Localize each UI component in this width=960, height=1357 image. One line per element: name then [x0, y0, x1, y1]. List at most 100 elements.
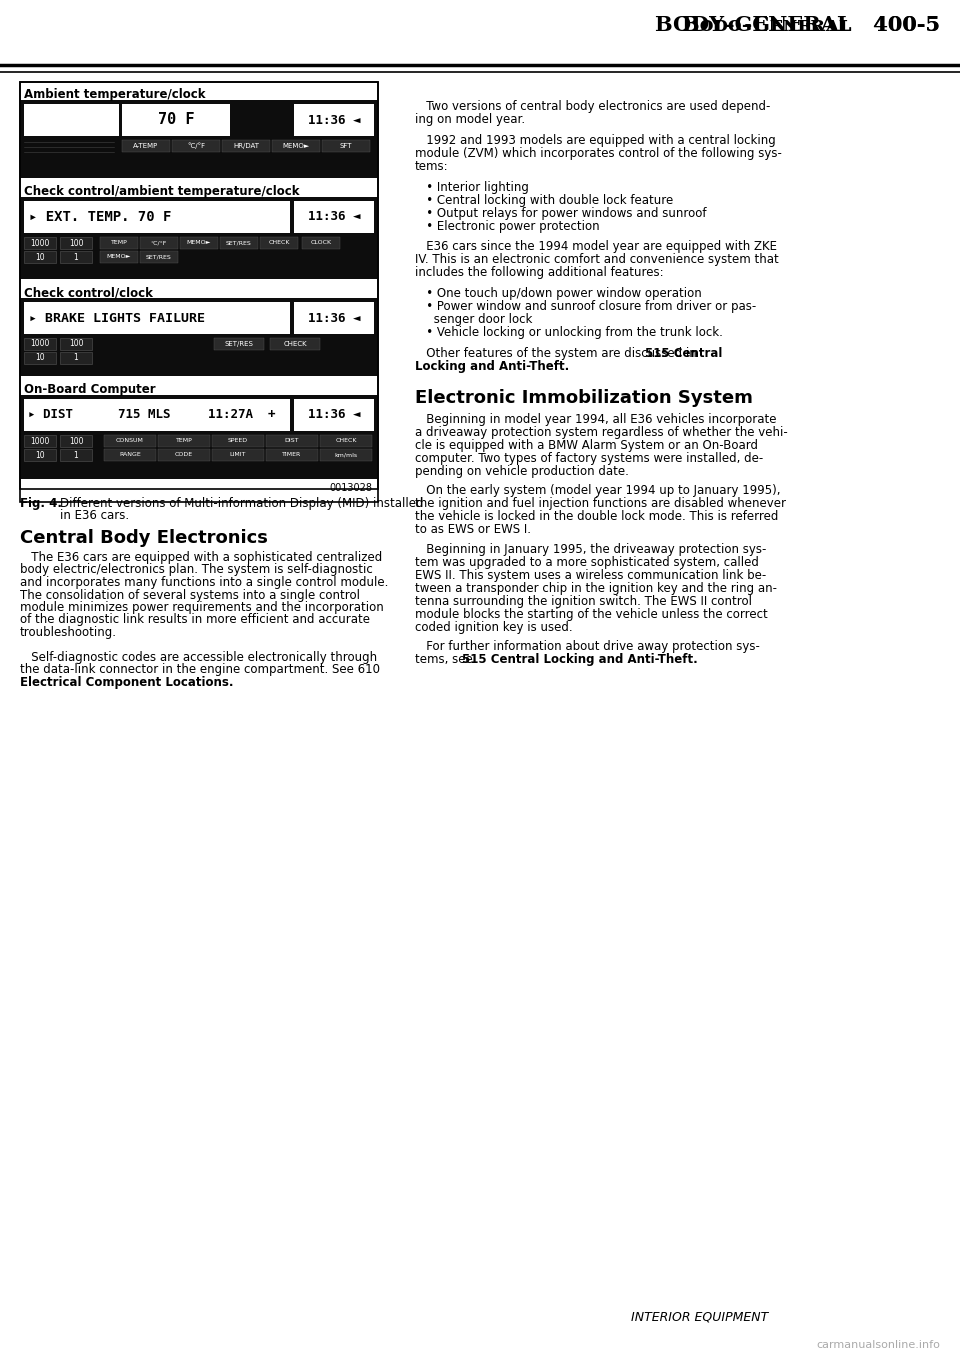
FancyBboxPatch shape	[214, 338, 264, 350]
Text: MEMO►: MEMO►	[107, 255, 132, 259]
Text: • Electronic power protection: • Electronic power protection	[415, 220, 600, 232]
Text: CODE: CODE	[175, 452, 193, 457]
Text: IV. This is an electronic comfort and convenience system that: IV. This is an electronic comfort and co…	[415, 254, 779, 266]
Text: computer. Two types of factory systems were installed, de-: computer. Two types of factory systems w…	[415, 452, 763, 465]
Text: Electrical Component Locations.: Electrical Component Locations.	[20, 676, 233, 689]
Text: • Power window and sunroof closure from driver or pas-: • Power window and sunroof closure from …	[415, 300, 756, 313]
Text: tem was upgraded to a more sophisticated system, called: tem was upgraded to a more sophisticated…	[415, 556, 758, 569]
Text: SET/RES: SET/RES	[146, 255, 172, 259]
FancyBboxPatch shape	[122, 104, 230, 136]
FancyBboxPatch shape	[140, 251, 178, 263]
Text: °C/°F: °C/°F	[187, 142, 205, 149]
Text: ▸ EXT. TEMP. 70 F: ▸ EXT. TEMP. 70 F	[29, 210, 172, 224]
Text: Ambient temperature/clock: Ambient temperature/clock	[24, 88, 205, 100]
Text: MEMO►: MEMO►	[282, 142, 309, 149]
Text: +: +	[275, 210, 286, 224]
Text: 1: 1	[74, 354, 79, 362]
Text: On-Board Computer: On-Board Computer	[24, 383, 156, 396]
Text: carmanualsonline.info: carmanualsonline.info	[816, 1339, 940, 1350]
Text: CHECK: CHECK	[283, 341, 307, 347]
Text: HR/DAT: HR/DAT	[233, 142, 259, 149]
Text: E36 cars since the 1994 model year are equipped with ZKE: E36 cars since the 1994 model year are e…	[415, 240, 777, 254]
Text: Check control/ambient temperature/clock: Check control/ambient temperature/clock	[24, 185, 300, 198]
Text: • Output relays for power windows and sunroof: • Output relays for power windows and su…	[415, 206, 707, 220]
Text: TEMP: TEMP	[110, 240, 128, 246]
Text: 1: 1	[74, 451, 79, 460]
Text: BODY–GENERAL   400-5: BODY–GENERAL 400-5	[655, 15, 940, 35]
Text: INTERIOR EQUIPMENT: INTERIOR EQUIPMENT	[632, 1310, 769, 1323]
Text: 11:36 ◄: 11:36 ◄	[308, 312, 360, 324]
Text: the vehicle is locked in the double lock mode. This is referred: the vehicle is locked in the double lock…	[415, 510, 779, 524]
Text: MEMO►: MEMO►	[187, 240, 211, 246]
Text: of the diagnostic link results in more efficient and accurate: of the diagnostic link results in more e…	[20, 613, 370, 627]
Text: ▸ BRAKE LIGHTS FAILURE: ▸ BRAKE LIGHTS FAILURE	[29, 312, 205, 324]
FancyBboxPatch shape	[24, 201, 290, 233]
Text: DIST: DIST	[285, 438, 300, 444]
Text: +: +	[275, 311, 286, 324]
Text: SFT: SFT	[340, 142, 352, 149]
Text: module blocks the starting of the vehicle unless the correct: module blocks the starting of the vehicl…	[415, 608, 768, 620]
FancyBboxPatch shape	[294, 303, 374, 334]
Text: Central Body Electronics: Central Body Electronics	[20, 529, 268, 547]
FancyBboxPatch shape	[24, 449, 56, 461]
Text: Locking and Anti-Theft.: Locking and Anti-Theft.	[415, 360, 569, 373]
FancyBboxPatch shape	[24, 351, 56, 364]
Text: CHECK: CHECK	[268, 240, 290, 246]
FancyBboxPatch shape	[60, 237, 92, 248]
Text: LIMIT: LIMIT	[229, 452, 247, 457]
Text: • One touch up/down power window operation: • One touch up/down power window operati…	[415, 288, 702, 300]
FancyBboxPatch shape	[212, 436, 264, 446]
Text: 515 Central: 515 Central	[645, 347, 723, 360]
Text: tems:: tems:	[415, 160, 448, 172]
FancyBboxPatch shape	[100, 237, 138, 248]
FancyBboxPatch shape	[104, 449, 156, 461]
FancyBboxPatch shape	[20, 100, 378, 178]
Text: 10: 10	[36, 252, 45, 262]
Text: module (ZVM) which incorporates control of the following sys-: module (ZVM) which incorporates control …	[415, 147, 781, 160]
Text: 100: 100	[69, 239, 84, 247]
Text: On the early system (model year 1994 up to January 1995),: On the early system (model year 1994 up …	[415, 484, 780, 497]
Text: coded ignition key is used.: coded ignition key is used.	[415, 620, 572, 634]
Text: EWS II. This system uses a wireless communication link be-: EWS II. This system uses a wireless comm…	[415, 569, 766, 582]
FancyBboxPatch shape	[222, 140, 270, 152]
FancyBboxPatch shape	[24, 251, 56, 263]
Text: Two versions of central body electronics are used depend-: Two versions of central body electronics…	[415, 100, 770, 113]
Text: • Central locking with double lock feature: • Central locking with double lock featu…	[415, 194, 673, 206]
FancyBboxPatch shape	[294, 201, 374, 233]
Text: CHECK: CHECK	[335, 438, 357, 444]
Text: 11:36 ◄: 11:36 ◄	[308, 114, 360, 126]
Text: in E36 cars.: in E36 cars.	[60, 509, 130, 522]
Text: 1: 1	[74, 252, 79, 262]
Text: SET/RES: SET/RES	[225, 341, 253, 347]
FancyBboxPatch shape	[140, 237, 178, 248]
FancyBboxPatch shape	[260, 237, 298, 248]
Text: Check control/clock: Check control/clock	[24, 286, 153, 299]
Text: the ignition and fuel injection functions are disabled whenever: the ignition and fuel injection function…	[415, 497, 786, 510]
Text: CLOCK: CLOCK	[310, 240, 331, 246]
Text: includes the following additional features:: includes the following additional featur…	[415, 266, 663, 280]
FancyBboxPatch shape	[122, 140, 170, 152]
FancyBboxPatch shape	[100, 251, 138, 263]
FancyBboxPatch shape	[60, 338, 92, 350]
FancyBboxPatch shape	[272, 140, 320, 152]
FancyBboxPatch shape	[266, 436, 318, 446]
Text: • Interior lighting: • Interior lighting	[415, 180, 529, 194]
Text: 1000: 1000	[31, 239, 50, 247]
Text: 1992 and 1993 models are equipped with a central locking: 1992 and 1993 models are equipped with a…	[415, 134, 776, 147]
Text: module minimizes power requirements and the incorporation: module minimizes power requirements and …	[20, 601, 384, 613]
Text: the data-link connector in the engine compartment. See 610: the data-link connector in the engine co…	[20, 664, 380, 677]
FancyBboxPatch shape	[60, 251, 92, 263]
Text: 70 F: 70 F	[157, 113, 194, 128]
Text: 100: 100	[69, 339, 84, 349]
Text: Different versions of Multi-information Display (MID) installed: Different versions of Multi-information …	[60, 497, 423, 510]
Text: pending on vehicle production date.: pending on vehicle production date.	[415, 465, 629, 478]
Text: For further information about drive away protection sys-: For further information about drive away…	[415, 641, 760, 653]
Text: a driveaway protection system regardless of whether the vehi-: a driveaway protection system regardless…	[415, 426, 788, 438]
Text: 515 Central Locking and Anti-Theft.: 515 Central Locking and Anti-Theft.	[463, 653, 698, 666]
FancyBboxPatch shape	[24, 237, 56, 248]
Text: body electric/electronics plan. The system is self-diagnostic: body electric/electronics plan. The syst…	[20, 563, 372, 577]
Text: Bᴏᴅᴏ–Gᴇɴᴇʀᴀʟ   400-5: Bᴏᴅᴏ–Gᴇɴᴇʀᴀʟ 400-5	[683, 15, 940, 35]
Text: SET/RES: SET/RES	[227, 240, 252, 246]
FancyBboxPatch shape	[220, 237, 258, 248]
Text: 10: 10	[36, 354, 45, 362]
